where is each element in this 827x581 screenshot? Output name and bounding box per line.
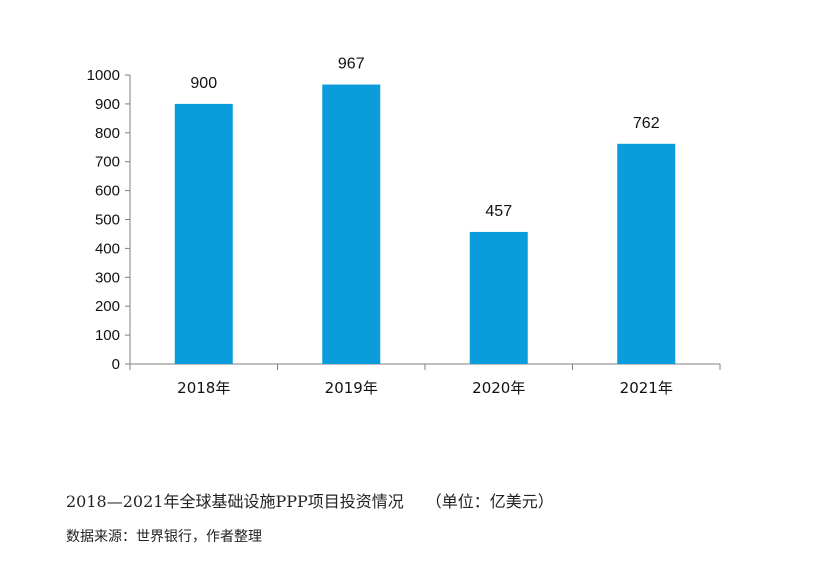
bar-value-label: 457 [485, 203, 512, 220]
bar [322, 84, 381, 365]
bar [469, 231, 528, 364]
y-tick-label: 200 [95, 298, 120, 315]
bar-value-label: 900 [190, 75, 217, 92]
bar-value-label: 762 [633, 115, 660, 132]
bar [174, 103, 233, 365]
y-tick-label: 400 [95, 240, 120, 257]
caption-title: 2018—2021年全球基础设施PPP项目投资情况 [66, 492, 404, 511]
y-tick-label: 800 [95, 125, 120, 142]
bar-value-label: 967 [338, 56, 365, 73]
bars [174, 84, 676, 365]
y-tick-label: 0 [112, 356, 120, 373]
caption-unit: （单位：亿美元） [425, 492, 554, 511]
x-tick-label: 2020年 [472, 379, 525, 397]
y-tick-label: 1000 [87, 67, 120, 84]
y-tick-label: 100 [95, 327, 120, 344]
y-tick-label: 900 [95, 96, 120, 113]
y-tick-label: 500 [95, 212, 120, 229]
y-axis: 0 100 200 300 400 500 600 700 800 900 1000 [87, 67, 131, 373]
x-tick-label: 2021年 [620, 379, 673, 397]
bar [617, 143, 676, 364]
data-source: 数据来源：世界银行，作者整理 [66, 529, 262, 545]
chart-caption: 2018—2021年全球基础设施PPP项目投资情况 （单位：亿美元） [66, 488, 554, 512]
data-labels: 900 967 457 762 [190, 56, 659, 220]
y-tick-label: 700 [95, 154, 120, 171]
y-tick-label: 300 [95, 269, 120, 286]
x-tick-label: 2018年 [177, 379, 230, 397]
x-tick-label: 2019年 [325, 379, 378, 397]
x-axis: 2018年 2019年 2020年 2021年 [129, 363, 721, 397]
y-tick-label: 600 [95, 183, 120, 200]
